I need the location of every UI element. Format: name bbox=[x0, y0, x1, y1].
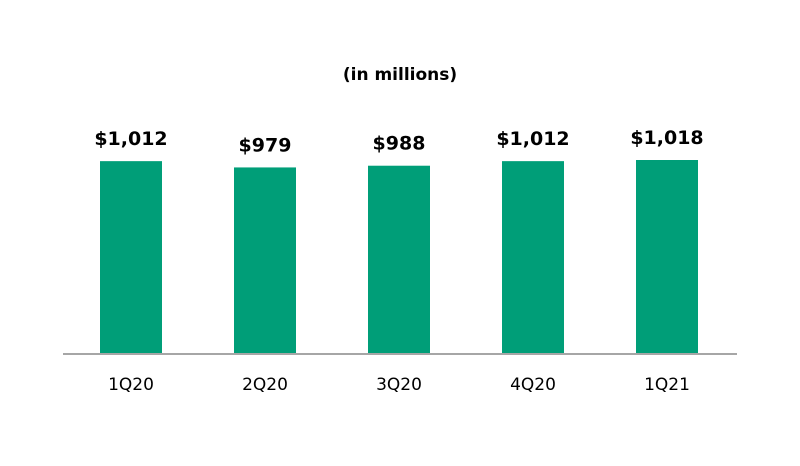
value-label-2q20: $979 bbox=[239, 134, 292, 156]
x-tick-label-3q20: 3Q20 bbox=[376, 375, 422, 395]
x-tick-label-2q20: 2Q20 bbox=[242, 375, 288, 395]
value-label-1q20: $1,012 bbox=[94, 128, 167, 150]
bar-4q20 bbox=[502, 161, 564, 354]
value-label-1q21: $1,018 bbox=[630, 127, 703, 149]
x-tick-labels-group: 1Q20 2Q20 3Q20 4Q20 1Q21 bbox=[108, 375, 690, 395]
bar-2q20 bbox=[234, 167, 296, 354]
x-tick-label-4q20: 4Q20 bbox=[510, 375, 556, 395]
value-labels-group: $1,012 $979 $988 $1,012 $1,018 bbox=[94, 127, 703, 156]
bar-3q20 bbox=[368, 165, 430, 354]
value-label-3q20: $988 bbox=[373, 133, 426, 155]
bars-group bbox=[100, 160, 698, 354]
bar-1q20 bbox=[100, 161, 162, 354]
x-tick-label-1q21: 1Q21 bbox=[644, 375, 690, 395]
value-label-4q20: $1,012 bbox=[496, 128, 569, 150]
bar-1q21 bbox=[636, 160, 698, 354]
chart-subtitle: (in millions) bbox=[343, 65, 457, 85]
x-tick-label-1q20: 1Q20 bbox=[108, 375, 154, 395]
